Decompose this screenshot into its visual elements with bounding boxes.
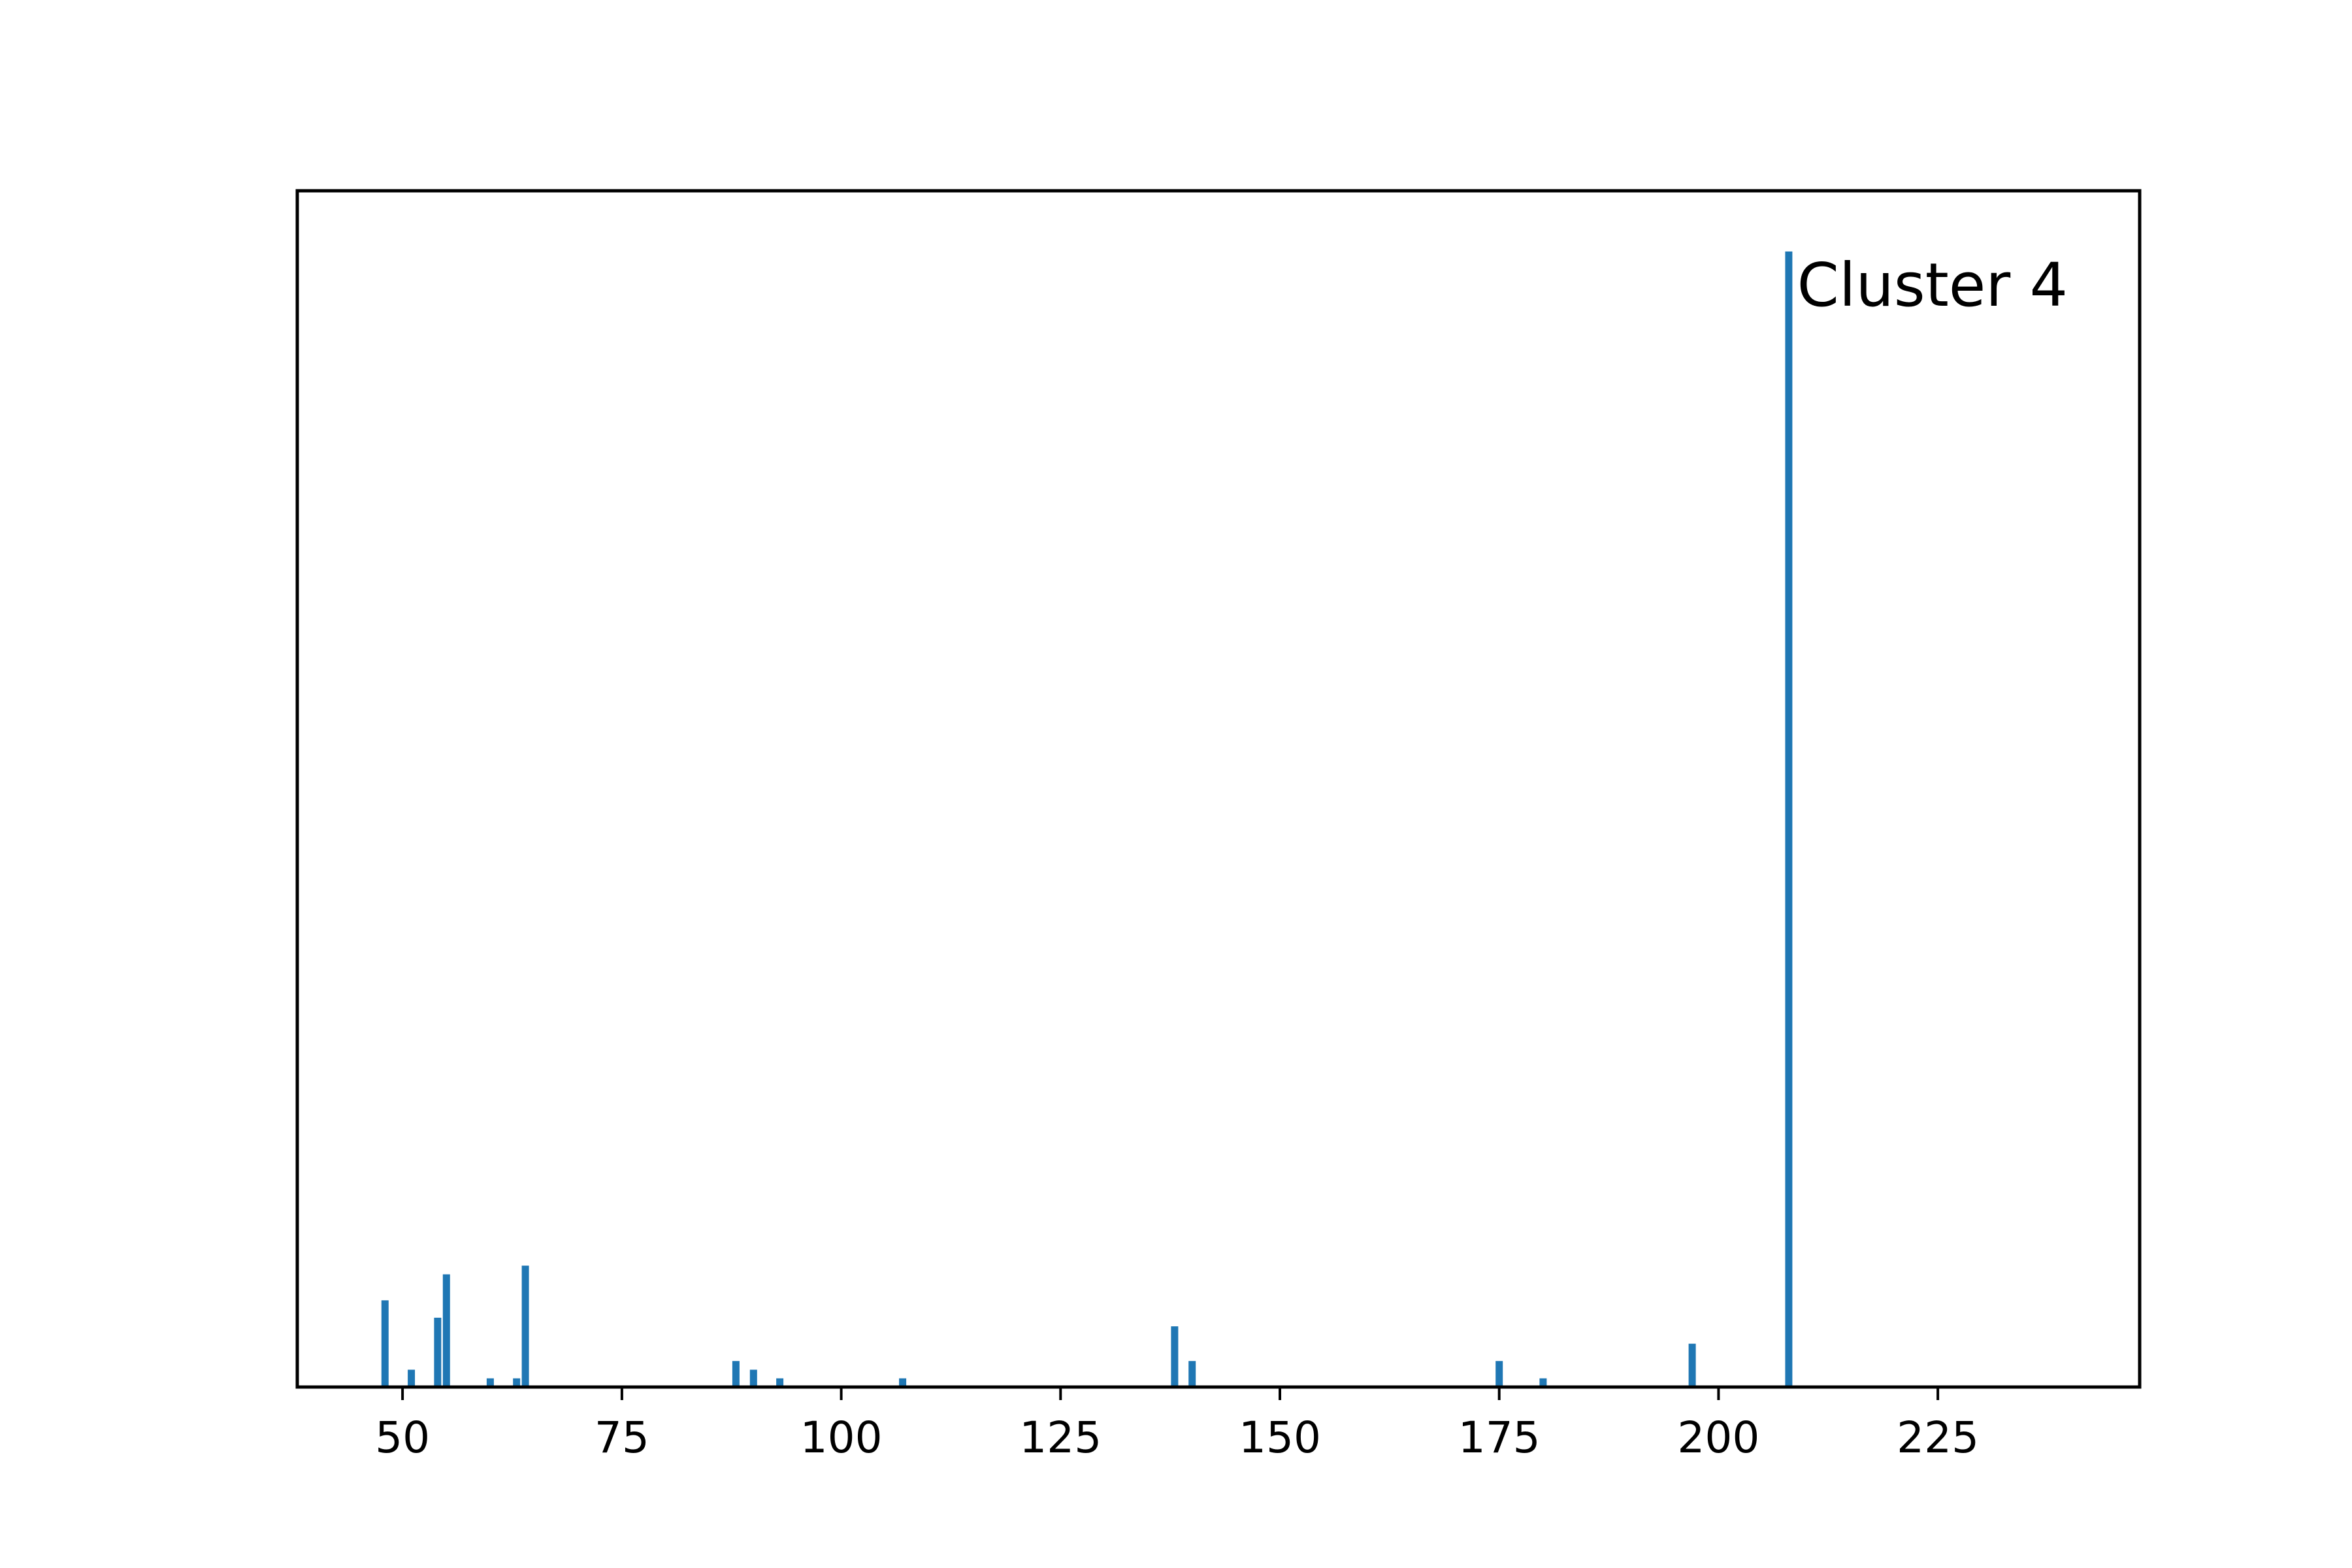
bar-60	[486, 1378, 494, 1387]
bar-93	[776, 1378, 784, 1387]
bars-group	[381, 251, 1793, 1387]
bar-48	[381, 1300, 389, 1387]
bar-175	[1495, 1361, 1503, 1387]
bar-64	[521, 1266, 529, 1387]
bar-63	[513, 1378, 521, 1387]
x-tick-label-200: 200	[1677, 1413, 1759, 1463]
x-tick-label-75: 75	[595, 1413, 649, 1463]
bar-107	[899, 1378, 907, 1387]
bar-51	[408, 1369, 416, 1387]
bar-88	[732, 1361, 740, 1387]
x-tick-label-150: 150	[1239, 1413, 1321, 1463]
bar-197	[1688, 1343, 1696, 1387]
x-tick-label-225: 225	[1897, 1413, 1979, 1463]
bar-180	[1539, 1378, 1547, 1387]
x-axis-ticks: 50 75 100 125 150 175 200 225	[375, 1387, 1979, 1463]
x-tick-label-125: 125	[1019, 1413, 1102, 1463]
bar-208	[1785, 251, 1793, 1387]
bar-54	[434, 1317, 442, 1387]
plot-frame	[295, 189, 2142, 1389]
x-tick-label-175: 175	[1458, 1413, 1541, 1463]
bar-55	[442, 1274, 450, 1387]
bar-138	[1171, 1326, 1179, 1387]
bar-90	[749, 1369, 757, 1387]
bar-140	[1188, 1361, 1196, 1387]
cluster-annotation: Cluster 4	[1797, 250, 2068, 320]
x-tick-label-100: 100	[800, 1413, 883, 1463]
x-tick-label-50: 50	[375, 1413, 430, 1463]
